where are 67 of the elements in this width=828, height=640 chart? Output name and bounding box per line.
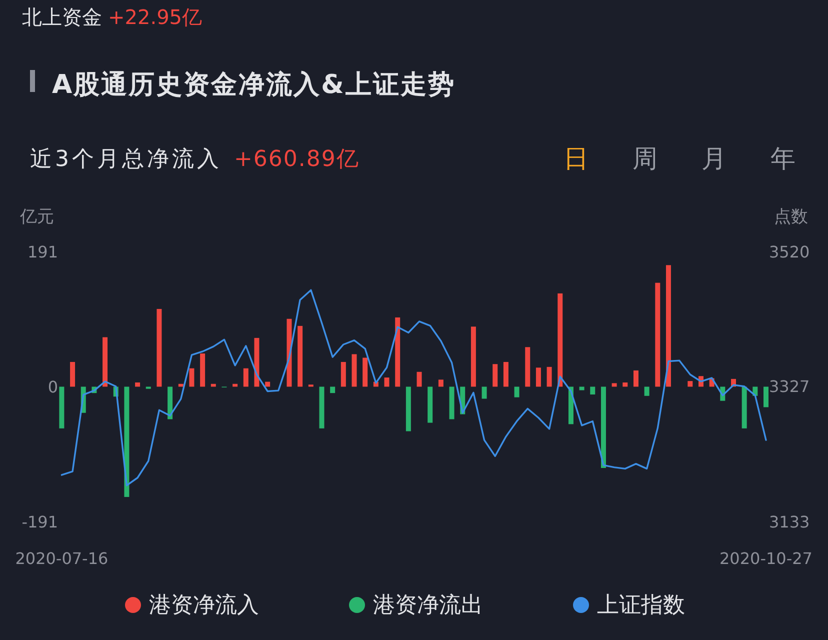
bar: [644, 386, 650, 396]
y2-axis-title: 点数: [774, 207, 808, 227]
bar: [384, 378, 390, 387]
bar: [189, 368, 194, 387]
bar: [428, 386, 433, 423]
bar: [124, 386, 130, 497]
y2-tick-label: 3133: [769, 512, 810, 532]
bar: [438, 380, 444, 387]
bar: [590, 386, 596, 394]
bar: [319, 386, 324, 428]
x-tick-label: 2020-10-27: [720, 549, 812, 568]
bar: [764, 386, 768, 408]
bar: [70, 362, 76, 387]
bar: [546, 366, 552, 387]
bar: [470, 326, 476, 387]
bar: [666, 265, 671, 387]
bar: [254, 338, 260, 387]
bar: [168, 386, 173, 420]
y-axis-title: 亿元: [19, 207, 54, 227]
text: 日: [564, 144, 588, 173]
y2-tick-label: 3520: [769, 242, 810, 262]
bar: [688, 381, 693, 387]
text: 周: [632, 144, 658, 173]
bar: [406, 386, 411, 432]
bar: [482, 386, 487, 399]
bar: [579, 386, 584, 390]
bar: [525, 347, 530, 387]
y-tick-label: 0: [48, 377, 58, 396]
chart-title: A股通历史资金净流入&上证走势: [52, 70, 456, 100]
bar: [340, 362, 346, 387]
bar: [503, 362, 508, 387]
bar: [200, 353, 206, 387]
text: 年: [770, 144, 796, 173]
legend-label: 港资净流入: [149, 593, 259, 618]
bar: [102, 337, 108, 387]
bar: [265, 382, 270, 387]
legend-label: 港资净流出: [373, 593, 483, 618]
legend-label: 上证指数: [597, 593, 685, 618]
bar: [612, 383, 617, 387]
bar: [243, 368, 248, 387]
bar: [655, 282, 660, 387]
bar: [600, 386, 606, 468]
bar: [156, 308, 162, 387]
bar: [59, 386, 64, 428]
bar: [362, 358, 368, 387]
bar: [492, 364, 498, 387]
line-series: [60, 289, 767, 486]
x-tick-label: 2020-07-16: [15, 549, 108, 568]
bar: [742, 386, 747, 428]
text: 北上资金 +22.95亿: [22, 5, 202, 29]
bar: [633, 370, 638, 387]
bar: [514, 386, 520, 398]
bar: [395, 317, 400, 387]
bar: [135, 382, 140, 387]
bar: [449, 386, 454, 420]
bar: [352, 354, 357, 387]
bar: [536, 368, 541, 387]
text: 月: [702, 144, 726, 173]
bar: [622, 382, 628, 387]
bar: [558, 293, 563, 387]
y-tick-label: 191: [27, 242, 58, 262]
chart-subtitle: 近3个月总净流入 +660.89亿: [30, 147, 360, 172]
bar: [298, 326, 303, 387]
bar: [416, 372, 422, 387]
y-tick-label: -191: [22, 512, 58, 532]
y2-tick-label: 3327: [769, 376, 810, 396]
bar: [330, 386, 336, 394]
